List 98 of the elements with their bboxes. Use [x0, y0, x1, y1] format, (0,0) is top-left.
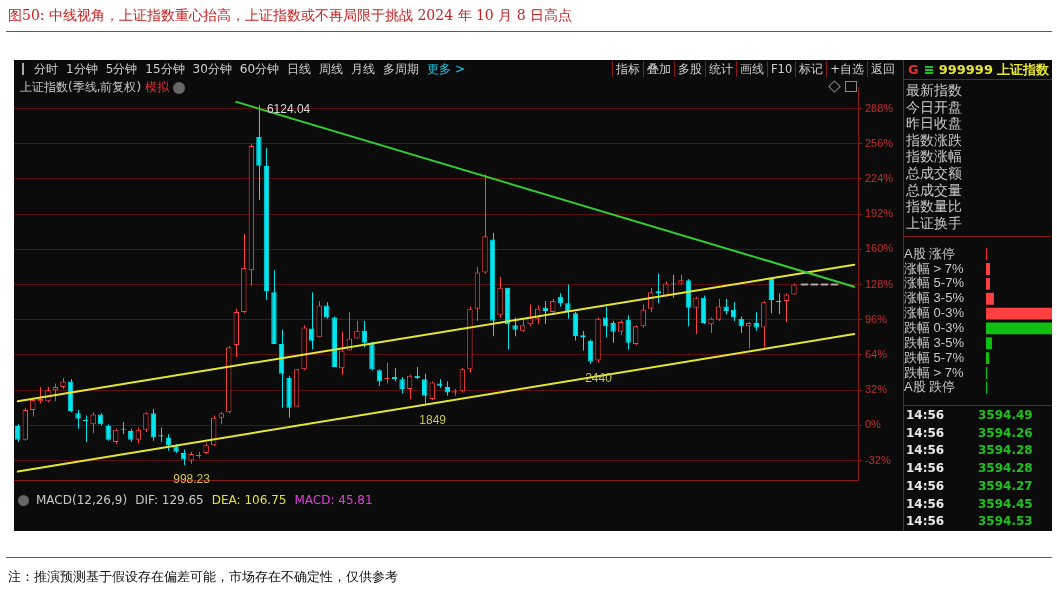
- y-tick-label: 跌幅 5-7%: [904, 349, 965, 365]
- text: 60分钟: [238, 61, 281, 77]
- text: 14:56: [905, 495, 946, 513]
- text: +自选: [826, 61, 867, 77]
- text: 最新指数: [905, 82, 963, 99]
- bar: [986, 322, 1052, 335]
- y-tick-label: 256%: [865, 136, 894, 149]
- text: MACD: 45.81: [293, 492, 374, 508]
- y-tick-label: 跌幅 3-5%: [904, 334, 965, 350]
- text: 3594.28: [977, 442, 1034, 459]
- text: 统计: [705, 61, 736, 77]
- y-tick-label: -32%: [865, 453, 891, 466]
- text: 多股: [674, 61, 705, 77]
- y-tick-label: 128%: [865, 277, 894, 290]
- candlestick: [90, 411, 96, 434]
- text: 30分钟: [191, 61, 233, 77]
- text: 指数涨跌: [905, 131, 963, 149]
- y-tick-label: 涨幅 3-5%: [904, 290, 965, 306]
- text: 14:56: [905, 477, 946, 495]
- text: 1分钟: [65, 61, 99, 77]
- text: 3594.27: [977, 477, 1034, 495]
- candlestick: [761, 300, 767, 348]
- annotation: 模拟: [145, 79, 170, 96]
- y-tick-label: A股 跌停: [904, 379, 956, 395]
- y-tick-label: 192%: [865, 207, 894, 220]
- text: 3594.45: [977, 495, 1034, 513]
- text: 上证换手: [905, 214, 963, 232]
- text: 月线: [350, 61, 377, 77]
- text: 返回: [866, 61, 898, 77]
- text: 14:56: [905, 407, 946, 424]
- candlestick: [429, 380, 435, 401]
- candlestick: [421, 373, 428, 407]
- text: 总成交额: [905, 164, 963, 182]
- y-tick-label: 涨幅 > 7%: [904, 260, 965, 276]
- text: 14:56: [905, 513, 946, 530]
- text: 3594.28: [977, 460, 1034, 477]
- text: DEA: 106.75: [210, 492, 288, 508]
- text: 14:56: [905, 460, 946, 477]
- candlestick: [339, 331, 345, 376]
- candlestick: [610, 320, 616, 344]
- y-tick-label: 160%: [865, 242, 894, 255]
- text: 周线: [318, 61, 345, 77]
- text: 叠加: [643, 61, 674, 77]
- text: 注：推演预测基于假设存在偏差可能，市场存在不确定性，仅供参考: [8, 568, 398, 586]
- y-tick-label: 96%: [865, 312, 888, 325]
- candlestick: [75, 409, 81, 430]
- y-tick-label: 涨幅 0-3%: [904, 305, 965, 321]
- annotation: 1849: [419, 412, 447, 427]
- candlestick: [527, 303, 533, 327]
- text: 14:56: [905, 424, 946, 442]
- y-tick-label: 32%: [865, 383, 888, 396]
- text: 日线: [286, 61, 313, 77]
- text: 今日开盘: [905, 98, 963, 116]
- text: 3594.49: [977, 407, 1034, 424]
- bar: [986, 277, 990, 290]
- text: 画线: [736, 61, 767, 77]
- y-tick-label: 涨幅 5-7%: [904, 275, 965, 291]
- y-tick-label: 288%: [865, 101, 894, 114]
- text: 3594.26: [977, 424, 1034, 442]
- text: 昨日收盘: [905, 115, 963, 132]
- y-tick-label: 64%: [865, 348, 888, 360]
- bar: [986, 292, 994, 305]
- y-tick-label: 224%: [865, 171, 894, 184]
- candlestick: [730, 301, 737, 322]
- y-tick-label: 跌幅 0-3%: [904, 320, 965, 335]
- y-tick-label: A股 涨停: [904, 245, 956, 261]
- bar: [986, 352, 990, 365]
- candlestick: [632, 324, 639, 346]
- text: G: [908, 62, 919, 77]
- candlestick: [512, 317, 518, 337]
- text: 更多 >: [426, 61, 466, 77]
- y-tick-label: 跌幅 > 7%: [904, 364, 965, 380]
- text: 总成交量: [905, 181, 963, 199]
- candlestick: [783, 292, 790, 323]
- text: DIF: 129.65: [134, 492, 205, 508]
- chart-subtitle: 上证指数(季线,前复权): [20, 79, 142, 96]
- candlestick: [143, 411, 149, 433]
- candlestick: [693, 296, 699, 335]
- text: MACD(12,26,9): [35, 492, 129, 508]
- bar: [986, 337, 992, 350]
- text: 3594.53: [977, 513, 1034, 530]
- annotation: 6124.04: [266, 101, 311, 116]
- text: 5分钟: [104, 61, 139, 77]
- text: 指数涨幅: [905, 148, 963, 165]
- chart-title: 图50: 中线视角，上证指数重心抬高，上证指数或不再局限于挑战 2024 年 10 月 8 日高点: [8, 7, 573, 25]
- bar: [986, 307, 1052, 320]
- text: 分时: [33, 61, 59, 77]
- text: 多周期: [382, 61, 421, 77]
- text: 标记: [795, 61, 827, 77]
- text: 15分钟: [144, 61, 186, 77]
- text: 14:56: [905, 442, 946, 459]
- text: F10: [767, 61, 796, 77]
- candlestick: [625, 314, 631, 350]
- text: 指标: [612, 61, 643, 77]
- y-tick-label: 0%: [865, 418, 882, 431]
- bar: [986, 263, 990, 275]
- text: 999999 上证指数: [938, 60, 1050, 79]
- text: 指数量比: [905, 198, 963, 215]
